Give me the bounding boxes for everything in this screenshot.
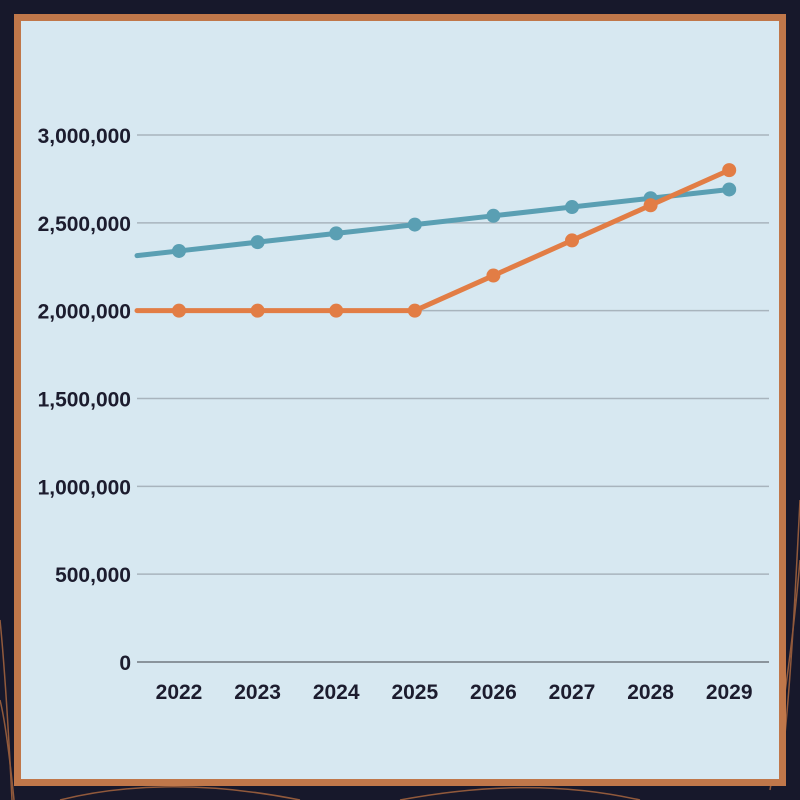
series-2-point-2025	[407, 303, 422, 318]
series-2-point-2026	[486, 268, 501, 283]
series-1-point-2027	[565, 200, 579, 215]
x-tick-label: 2023	[234, 681, 281, 704]
x-tick-label: 2024	[313, 681, 360, 704]
y-tick-label: 0	[119, 652, 131, 675]
chart-panel: 0 500,000 1,000,000 1,500,000 2,000,000 2,500…	[14, 14, 786, 786]
series-line-2	[134, 167, 732, 314]
series-2-point-2024	[329, 303, 344, 318]
series-1-point-2029	[722, 182, 737, 197]
x-tick-label: 2027	[549, 681, 596, 704]
y-tick-label: 2,000,000	[38, 301, 131, 324]
x-tick-label: 2029	[706, 681, 753, 704]
y-tick-label: 3,000,000	[38, 125, 131, 148]
line-chart: 0 500,000 1,000,000 1,500,000 2,000,000 2,500…	[38, 125, 769, 704]
x-tick-label: 2025	[391, 681, 438, 704]
x-tick-label: 2028	[627, 681, 674, 704]
y-tick-label: 1,000,000	[38, 476, 131, 499]
x-tick-label: 2026	[470, 681, 517, 704]
series-1-point-2026	[486, 208, 501, 223]
series-1-point-2023	[250, 235, 265, 250]
series-1-point-2025	[407, 217, 422, 232]
series-2-point-2023	[250, 303, 265, 318]
series-2-point-2028	[643, 198, 658, 213]
y-tick-label: 2,500,000	[38, 213, 131, 236]
series-1-point-2022	[172, 243, 186, 258]
series-2-point-2029	[722, 163, 737, 178]
series-2-point-2027	[565, 233, 579, 248]
series-2-point-2022	[172, 303, 186, 318]
y-tick-label: 1,500,000	[38, 389, 131, 412]
y-tick-label: 500,000	[55, 564, 131, 587]
x-tick-label: 2022	[156, 681, 203, 704]
series-1-point-2024	[329, 226, 344, 241]
